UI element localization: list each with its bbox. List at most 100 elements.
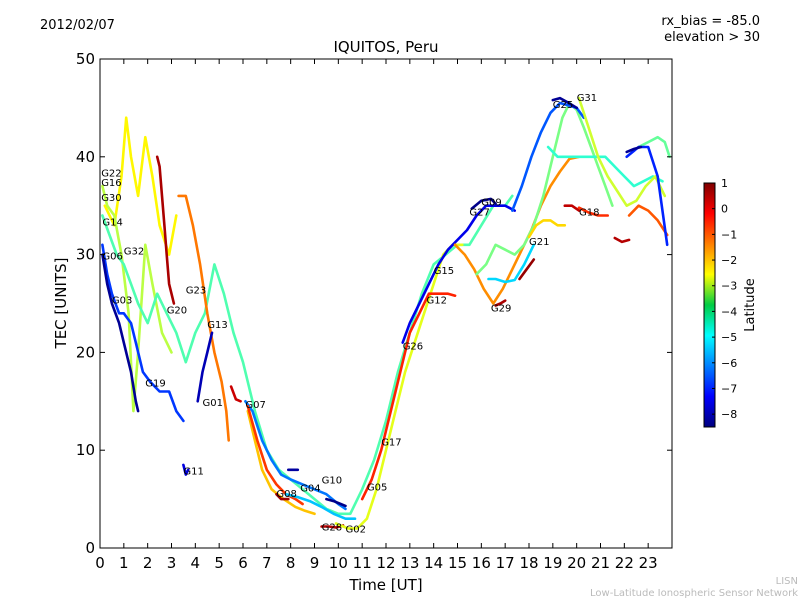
- satellite-label-g12: G12: [427, 296, 447, 307]
- x-tick-label: 14: [424, 554, 443, 572]
- colorbar-tick-label: −5: [721, 331, 737, 344]
- tec-series-5: [155, 155, 176, 305]
- x-tick-label: 0: [95, 554, 105, 572]
- satellite-label-g27: G27: [469, 208, 489, 219]
- tec-series-35: [627, 204, 669, 237]
- colorbar-tick-label: 0: [721, 203, 728, 216]
- tec-series-24: [475, 101, 614, 276]
- tec-series-2: [101, 194, 514, 516]
- tec-series-4: [101, 253, 140, 413]
- x-tick-label: 12: [376, 554, 395, 572]
- x-tick-label: 16: [472, 554, 491, 572]
- satellite-label-g01: G01: [203, 398, 223, 409]
- satellite-label-g31: G31: [577, 93, 597, 104]
- x-axis-label: Time [UT]: [348, 576, 422, 594]
- tec-series-21: [470, 197, 497, 210]
- satellite-label-g17: G17: [381, 437, 401, 448]
- colorbar-tick-label: −3: [721, 280, 737, 293]
- tec-series-36: [637, 135, 671, 159]
- tec-series-8: [196, 331, 214, 403]
- satellite-label-g18: G18: [579, 208, 599, 219]
- x-tick-label: 10: [329, 554, 348, 572]
- tec-series-0: [103, 116, 178, 256]
- satellite-label-g16: G16: [101, 178, 121, 189]
- x-tick-label: 1: [119, 554, 129, 572]
- x-tick-label: 23: [639, 554, 658, 572]
- satellite-label-g06: G06: [102, 252, 122, 263]
- y-tick-label: 50: [76, 50, 95, 68]
- satellite-label-g08: G08: [276, 489, 296, 500]
- satellite-label-g15: G15: [434, 266, 454, 277]
- x-tick-label: 15: [448, 554, 467, 572]
- satellite-label-g22: G22: [101, 168, 121, 179]
- x-tick-label: 22: [615, 554, 634, 572]
- satellite-label-g09: G09: [481, 198, 501, 209]
- satellite-label-g02: G02: [346, 524, 366, 535]
- colorbar-tick-label: −2: [721, 254, 737, 267]
- satellite-label-g28: G28: [322, 522, 342, 533]
- y-tick-label: 0: [85, 539, 95, 557]
- tec-series-20: [401, 204, 516, 344]
- colorbar-tick-label: −4: [721, 305, 737, 318]
- x-tick-label: 20: [567, 554, 586, 572]
- tec-series-26: [518, 258, 536, 281]
- x-tick-label: 19: [543, 554, 562, 572]
- x-tick-label: 7: [262, 554, 272, 572]
- tec-series-34: [613, 236, 631, 244]
- tec-series-6: [177, 194, 230, 442]
- satellite-label-g07: G07: [245, 400, 265, 411]
- tec-series-30: [563, 204, 581, 212]
- tec-series-17: [320, 524, 345, 529]
- satellite-label-g30: G30: [101, 193, 121, 204]
- y-axis-label: TEC [UNITS]: [52, 258, 70, 350]
- x-tick-label: 8: [286, 554, 296, 572]
- colorbar-label: Latitude: [743, 278, 758, 332]
- x-tick-label: 11: [353, 554, 372, 572]
- elevation-label: elevation > 30: [664, 30, 760, 45]
- y-tick-label: 40: [76, 148, 95, 166]
- tec-series-23: [494, 299, 507, 307]
- satellite-label-g32: G32: [124, 247, 144, 258]
- tec-series-16: [325, 497, 347, 508]
- satellite-label-g14: G14: [102, 217, 122, 228]
- satellite-label-g11: G11: [183, 467, 203, 478]
- colorbar-tick-label: −6: [721, 357, 737, 370]
- satellite-label-g20: G20: [167, 305, 187, 316]
- tec-series-19: [360, 292, 457, 501]
- tec-series-33: [577, 96, 667, 207]
- watermark-lisn: LISN: [775, 576, 798, 587]
- tec-series-13: [275, 492, 290, 501]
- tec-series-18: [334, 243, 464, 530]
- tec-series-31: [577, 206, 609, 217]
- tec-series-37: [625, 145, 669, 247]
- satellite-label-g23: G23: [186, 286, 206, 297]
- satellite-label-g03: G03: [112, 296, 132, 307]
- x-tick-label: 21: [591, 554, 610, 572]
- tec-series-28: [551, 96, 578, 110]
- tec-series-7: [182, 463, 190, 476]
- satellite-label-g10: G10: [322, 476, 342, 487]
- x-tick-label: 17: [496, 554, 515, 572]
- colorbar: [703, 182, 716, 428]
- tec-series-22: [453, 155, 581, 305]
- chart-title: IQUITOS, Peru: [333, 38, 439, 56]
- tec-series-12: [246, 404, 304, 506]
- colorbar-tick-label: 1: [721, 177, 728, 190]
- x-tick-label: 5: [214, 554, 224, 572]
- satellite-label-g21: G21: [529, 237, 549, 248]
- y-tick-label: 20: [76, 343, 95, 361]
- satellite-label-g29: G29: [491, 303, 511, 314]
- tec-series-25: [487, 243, 536, 284]
- x-tick-label: 18: [519, 554, 538, 572]
- satellite-label-g25: G25: [553, 100, 573, 111]
- watermark-network: Low-Latitude Ionospheric Sensor Network: [590, 588, 798, 599]
- x-tick-label: 6: [238, 554, 248, 572]
- x-tick-label: 3: [167, 554, 177, 572]
- date-label: 2012/02/07: [40, 18, 115, 33]
- tec-series-10: [244, 400, 347, 511]
- y-tick-label: 10: [76, 441, 95, 459]
- satellite-label-g04: G04: [300, 483, 320, 494]
- satellite-label-g13: G13: [207, 320, 227, 331]
- x-tick-label: 13: [400, 554, 419, 572]
